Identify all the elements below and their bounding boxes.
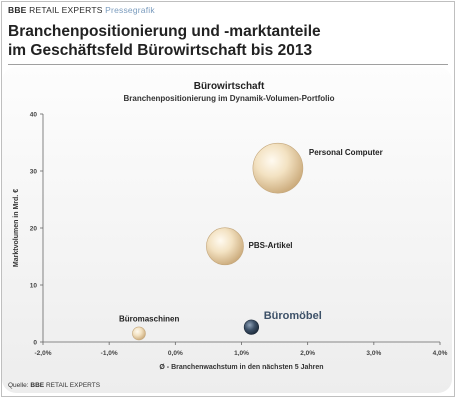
brand-tag: Pressegrafik <box>105 5 155 15</box>
y-tick-label: 30 <box>30 169 38 176</box>
page-title-line-1: Branchenpositionierung und -marktanteile <box>8 23 321 40</box>
bubble-label-4: Büromöbel <box>264 310 322 322</box>
source-label: Quelle: <box>8 382 29 389</box>
x-tick-label: -2,0% <box>35 350 52 357</box>
y-tick-label: 10 <box>30 283 38 290</box>
y-tick-label: 20 <box>30 226 38 233</box>
x-tick-label: 3,0% <box>366 350 381 357</box>
page-title-line-2: im Geschäftsfeld Bürowirtschaft bis 2013 <box>8 42 313 59</box>
source-brand-rest: RETAIL EXPERTS <box>45 382 101 389</box>
x-tick-label: -1,0% <box>101 350 118 357</box>
axes: 0 10 20 30 40 -2,0% -1,0% 0,0% 1,0% 2,0% 3,0% 4,0% <box>30 112 448 358</box>
bubble-label-3: Büromaschinen <box>119 314 180 323</box>
x-tick-label: 2,0% <box>300 350 315 357</box>
bubble-2 <box>206 227 244 266</box>
x-tick-label: 4,0% <box>433 350 448 357</box>
brand-name-bold: BBE <box>8 5 27 15</box>
brand-header: BBE RETAIL EXPERTS Pressegrafik <box>8 5 155 15</box>
x-axis-label: Ø - Branchenwachstum in den nächsten 5 J… <box>159 364 323 371</box>
bubble-3 <box>132 326 146 341</box>
y-axis-label: Marktvolumen in Mrd. € <box>13 189 20 267</box>
brand-name-regular: RETAIL EXPERTS <box>29 5 103 15</box>
source-note: Quelle: BBE RETAIL EXPERTS <box>8 382 100 389</box>
bubbles <box>132 142 304 341</box>
bubble-label-2: PBS-Artikel <box>249 241 293 250</box>
y-tick-label: 0 <box>33 340 37 347</box>
x-tick-label: 1,0% <box>234 350 249 357</box>
bubble-4 <box>243 319 260 335</box>
bubble-label-1: Personal Computer <box>309 148 383 157</box>
x-tick-label: 0,0% <box>168 350 183 357</box>
y-tick-label: 40 <box>30 112 38 119</box>
bubble-labels: Personal Computer PBS-Artikel Büromaschine… <box>119 148 383 323</box>
bubble-1 <box>252 142 304 194</box>
source-brand-bold: BBE <box>30 382 45 389</box>
chart-subtitle: Branchenpositionierung im Dynamik-Volume… <box>123 94 335 103</box>
chart-title: Bürowirtschaft <box>193 81 265 92</box>
title-divider <box>8 64 448 65</box>
page-title: Branchenpositionierung und -marktanteile… <box>8 22 448 60</box>
